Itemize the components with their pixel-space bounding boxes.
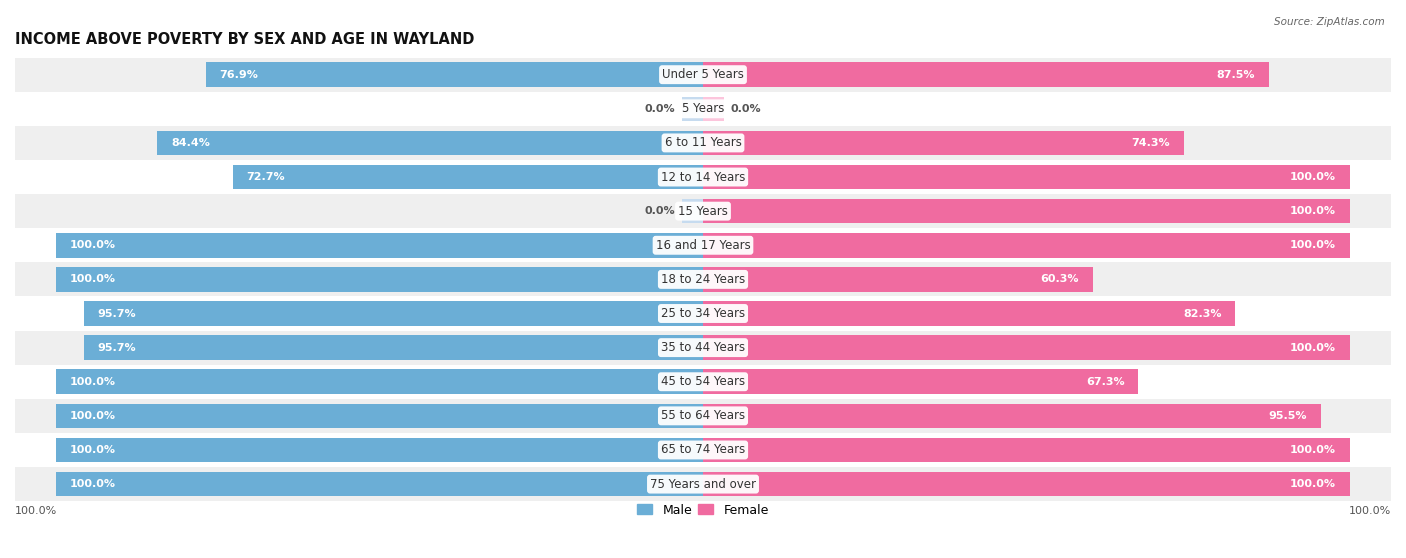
- Bar: [703, 199, 1350, 223]
- Bar: [84, 335, 703, 360]
- Bar: [703, 472, 1350, 497]
- Text: 100.0%: 100.0%: [1289, 479, 1336, 489]
- Bar: [205, 62, 703, 87]
- Bar: [703, 267, 1092, 292]
- Text: 5 Years: 5 Years: [682, 102, 724, 116]
- Text: 15 Years: 15 Years: [678, 205, 728, 218]
- Text: 55 to 64 Years: 55 to 64 Years: [661, 410, 745, 422]
- Bar: [15, 330, 1391, 365]
- Text: 100.0%: 100.0%: [70, 479, 117, 489]
- Bar: [15, 57, 1391, 92]
- Bar: [15, 160, 1391, 194]
- Bar: [703, 62, 1268, 87]
- Text: 65 to 74 Years: 65 to 74 Years: [661, 444, 745, 456]
- Bar: [56, 267, 703, 292]
- Text: 0.0%: 0.0%: [645, 206, 675, 216]
- Text: 45 to 54 Years: 45 to 54 Years: [661, 375, 745, 388]
- Text: 95.5%: 95.5%: [1268, 411, 1306, 421]
- Text: 74.3%: 74.3%: [1132, 138, 1170, 148]
- Bar: [703, 165, 1350, 189]
- Text: 0.0%: 0.0%: [731, 104, 761, 114]
- Bar: [84, 301, 703, 326]
- Text: 100.0%: 100.0%: [70, 411, 117, 421]
- Text: 100.0%: 100.0%: [1289, 445, 1336, 455]
- Bar: [15, 467, 1391, 501]
- Text: 16 and 17 Years: 16 and 17 Years: [655, 239, 751, 252]
- Bar: [56, 369, 703, 394]
- Bar: [15, 262, 1391, 296]
- Text: 100.0%: 100.0%: [70, 377, 117, 387]
- Text: 0.0%: 0.0%: [645, 104, 675, 114]
- Bar: [56, 472, 703, 497]
- Text: 100.0%: 100.0%: [1348, 506, 1391, 516]
- Bar: [56, 403, 703, 428]
- Bar: [157, 131, 703, 155]
- Text: INCOME ABOVE POVERTY BY SEX AND AGE IN WAYLAND: INCOME ABOVE POVERTY BY SEX AND AGE IN W…: [15, 32, 474, 47]
- Bar: [15, 228, 1391, 262]
- Bar: [56, 233, 703, 258]
- Bar: [682, 97, 703, 121]
- Text: Source: ZipAtlas.com: Source: ZipAtlas.com: [1274, 17, 1385, 27]
- Text: 100.0%: 100.0%: [1289, 343, 1336, 353]
- Text: 25 to 34 Years: 25 to 34 Years: [661, 307, 745, 320]
- Text: 67.3%: 67.3%: [1085, 377, 1125, 387]
- Text: 12 to 14 Years: 12 to 14 Years: [661, 171, 745, 184]
- Bar: [703, 97, 724, 121]
- Bar: [56, 437, 703, 462]
- Text: 100.0%: 100.0%: [15, 506, 58, 516]
- Text: 72.7%: 72.7%: [246, 172, 285, 182]
- Bar: [15, 365, 1391, 399]
- Text: 75 Years and over: 75 Years and over: [650, 478, 756, 490]
- Bar: [703, 437, 1350, 462]
- Bar: [15, 433, 1391, 467]
- Text: 84.4%: 84.4%: [172, 138, 209, 148]
- Text: 95.7%: 95.7%: [98, 309, 136, 319]
- Text: 100.0%: 100.0%: [1289, 206, 1336, 216]
- Text: Under 5 Years: Under 5 Years: [662, 68, 744, 81]
- Bar: [703, 403, 1320, 428]
- Bar: [703, 335, 1350, 360]
- Bar: [15, 399, 1391, 433]
- Text: 35 to 44 Years: 35 to 44 Years: [661, 341, 745, 354]
- Text: 100.0%: 100.0%: [1289, 240, 1336, 251]
- Text: 100.0%: 100.0%: [70, 240, 117, 251]
- Bar: [15, 194, 1391, 228]
- Bar: [703, 369, 1139, 394]
- Text: 18 to 24 Years: 18 to 24 Years: [661, 273, 745, 286]
- Text: 100.0%: 100.0%: [1289, 172, 1336, 182]
- Bar: [703, 301, 1236, 326]
- Bar: [15, 296, 1391, 330]
- Bar: [703, 233, 1350, 258]
- Text: 87.5%: 87.5%: [1216, 70, 1256, 80]
- Bar: [15, 92, 1391, 126]
- Text: 76.9%: 76.9%: [219, 70, 259, 80]
- Text: 82.3%: 82.3%: [1182, 309, 1222, 319]
- Bar: [703, 131, 1184, 155]
- Bar: [15, 126, 1391, 160]
- Text: 6 to 11 Years: 6 to 11 Years: [665, 136, 741, 150]
- Text: 100.0%: 100.0%: [70, 275, 117, 285]
- Text: 100.0%: 100.0%: [70, 445, 117, 455]
- Text: 95.7%: 95.7%: [98, 343, 136, 353]
- Text: 60.3%: 60.3%: [1040, 275, 1080, 285]
- Bar: [682, 199, 703, 223]
- Legend: Male, Female: Male, Female: [633, 498, 773, 522]
- Bar: [233, 165, 703, 189]
